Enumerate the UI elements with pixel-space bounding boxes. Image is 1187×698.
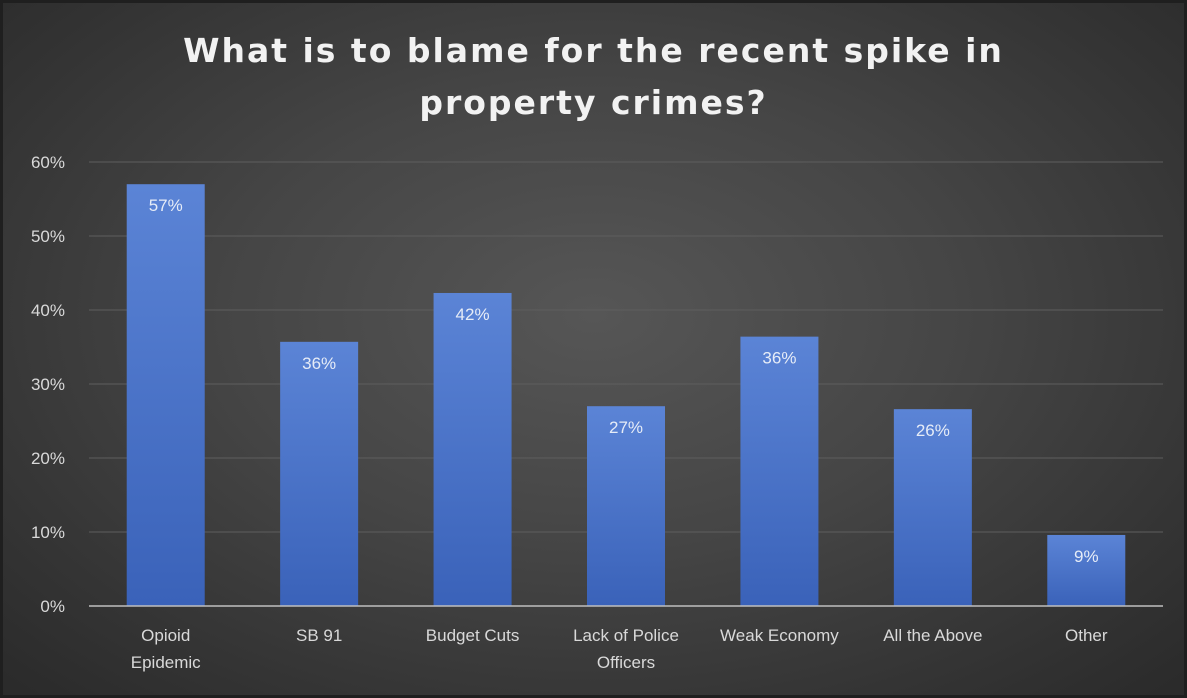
y-tick-label: 10% bbox=[31, 523, 65, 542]
data-label: 26% bbox=[916, 421, 950, 440]
bar bbox=[280, 341, 359, 606]
x-category-label: Other bbox=[1065, 626, 1108, 645]
y-tick-label: 20% bbox=[31, 449, 65, 468]
data-label: 57% bbox=[149, 196, 183, 215]
x-category-label: SB 91 bbox=[296, 626, 342, 645]
x-category-label: Officers bbox=[597, 653, 655, 672]
y-tick-label: 40% bbox=[31, 301, 65, 320]
y-tick-label: 30% bbox=[31, 375, 65, 394]
x-category-label: Lack of Police bbox=[573, 626, 679, 645]
bar bbox=[126, 184, 205, 606]
y-tick-label: 60% bbox=[31, 153, 65, 172]
x-category-label: Budget Cuts bbox=[426, 626, 520, 645]
data-label: 36% bbox=[762, 349, 796, 368]
data-label: 27% bbox=[609, 418, 643, 437]
y-tick-label: 0% bbox=[40, 597, 65, 616]
bar bbox=[587, 406, 665, 606]
bar bbox=[740, 336, 819, 606]
data-label: 42% bbox=[456, 305, 490, 324]
x-category-label: All the Above bbox=[883, 626, 982, 645]
y-tick-label: 50% bbox=[31, 227, 65, 246]
chart-frame: What is to blame for the recent spike in… bbox=[3, 3, 1184, 695]
bar bbox=[893, 409, 972, 606]
bar-chart: 0% 10% 20% 30% 40% 50% 60% 57% Opioid Epidemic 36%… bbox=[31, 153, 1163, 672]
x-category-label: Weak Economy bbox=[720, 626, 839, 645]
chart-title-line-1: What is to blame for the recent spike in bbox=[183, 31, 1004, 70]
bar bbox=[433, 292, 512, 606]
data-label: 36% bbox=[302, 354, 336, 373]
bar bbox=[1047, 534, 1126, 606]
data-label: 9% bbox=[1074, 547, 1099, 566]
x-category-label: Epidemic bbox=[131, 653, 201, 672]
chart-title: What is to blame for the recent spike in… bbox=[3, 25, 1184, 129]
x-category-label: Opioid bbox=[141, 626, 190, 645]
chart-title-line-2: property crimes? bbox=[419, 83, 768, 122]
